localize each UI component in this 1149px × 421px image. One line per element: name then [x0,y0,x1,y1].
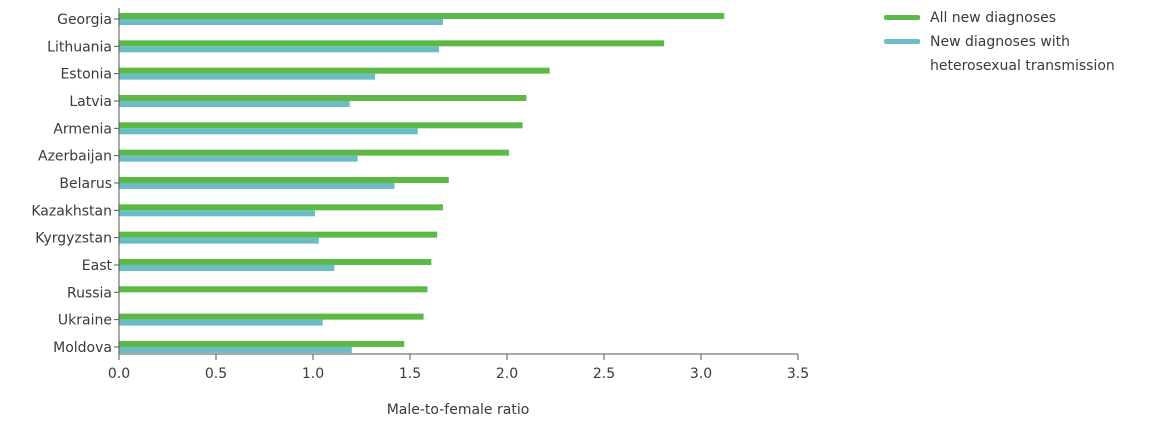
category-label-lithuania: Lithuania [47,39,112,55]
bar-east-heterosexual-transmission [119,264,335,271]
bar-georgia-heterosexual-transmission [119,19,443,25]
category-label-moldova: Moldova [53,340,112,356]
legend-label: All new diagnoses [930,10,1057,26]
legend-swatch-teal [884,39,920,44]
category-label-russia: Russia [67,285,112,301]
bar-latvia-all-new-diagnoses [119,94,527,101]
bar-ukraine-all-new-diagnoses [119,313,424,320]
y-axis: Georgia Lithuania Estonia Latvia Armenia Azer… [31,8,120,356]
x-axis: 0.0 0.5 1.0 1.5 2.0 2.5 3.0 3.5 [108,353,809,382]
bar-kyrgyzstan-heterosexual-transmission [119,237,319,244]
bar-east-all-new-diagnoses [119,258,432,265]
category-label-ukraine: Ukraine [58,313,112,329]
bar-belarus-heterosexual-transmission [119,182,395,189]
legend-item-heterosexual-transmission: New diagnoses with heterosexual transmis… [884,30,1146,78]
bar-kazakhstan-heterosexual-transmission [119,210,315,217]
x-tick-label: 3.5 [787,366,809,382]
x-tick-label: 0.0 [108,366,130,382]
bar-kazakhstan-all-new-diagnoses [119,204,443,211]
x-tick-label: 1.0 [302,366,324,382]
bar-belarus-all-new-diagnoses [119,176,449,183]
bar-azerbaijan-all-new-diagnoses [119,149,509,156]
bar-russia-all-new-diagnoses [119,286,428,293]
bar-lithuania-heterosexual-transmission [119,46,440,53]
bar-latvia-heterosexual-transmission [119,100,350,107]
x-axis-title: Male-to-female ratio [387,402,530,418]
legend-label: New diagnoses with heterosexual transmis… [930,34,1115,74]
bar-estonia-all-new-diagnoses [119,67,550,74]
legend-item-all-new-diagnoses: All new diagnoses [884,6,1146,30]
bar-azerbaijan-heterosexual-transmission [119,155,358,162]
x-tick-label: 2.5 [593,366,615,382]
category-label-kyrgyzstan: Kyrgyzstan [35,231,112,247]
category-label-east: East [82,258,113,274]
bar-ukraine-heterosexual-transmission [119,319,323,326]
category-label-armenia: Armenia [53,121,112,137]
bar-armenia-all-new-diagnoses [119,122,523,129]
x-tick-label: 2.0 [496,366,518,382]
category-label-kazakhstan: Kazakhstan [31,203,112,219]
bar-kyrgyzstan-all-new-diagnoses [119,231,438,238]
category-label-latvia: Latvia [69,94,112,110]
bar-moldova-heterosexual-transmission [119,346,352,353]
category-label-georgia: Georgia [57,12,112,28]
bars-group [119,13,725,353]
bar-moldova-all-new-diagnoses [119,340,405,347]
category-label-estonia: Estonia [60,67,112,83]
legend-swatch-green [884,15,920,20]
x-tick-label: 1.5 [399,366,421,382]
category-label-belarus: Belarus [59,176,112,192]
bar-georgia-all-new-diagnoses [119,13,725,19]
category-label-azerbaijan: Azerbaijan [38,149,112,165]
bar-lithuania-all-new-diagnoses [119,40,665,47]
bar-armenia-heterosexual-transmission [119,128,418,135]
x-tick-label: 0.5 [205,366,227,382]
x-tick-label: 3.0 [690,366,712,382]
legend: All new diagnoses New diagnoses with het… [884,6,1146,78]
bar-estonia-heterosexual-transmission [119,73,376,80]
